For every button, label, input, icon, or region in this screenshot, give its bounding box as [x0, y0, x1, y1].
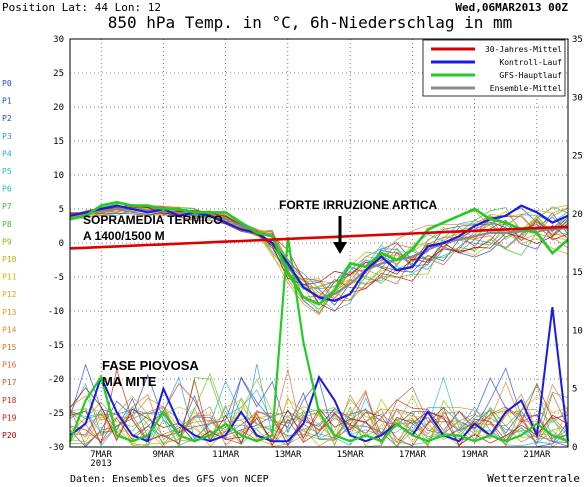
- member-label: P6: [2, 185, 12, 194]
- y-right-tick-label: 15: [572, 268, 583, 278]
- legend-label: 30-Jahres-Mittel: [485, 45, 562, 54]
- x-tick-label: 11MAR: [212, 450, 240, 460]
- y-left-tick-label: 20: [53, 103, 64, 113]
- main-series: [68, 200, 569, 443]
- legend: 30-Jahres-Mittel Kontroll-Lauf GFS-Hauptla…: [422, 39, 566, 97]
- y-left-tick-label: 25: [53, 69, 64, 79]
- y-left-tick-label: -10: [48, 307, 64, 317]
- x-tick-label: 13MAR: [274, 450, 302, 460]
- member-temp-line: [69, 207, 569, 302]
- member-label: P2: [2, 114, 12, 123]
- legend-label: Kontroll-Lauf: [499, 58, 562, 67]
- member-label: P11: [2, 273, 17, 282]
- gfs-temp-line: [69, 200, 569, 306]
- plot-frame: [69, 38, 569, 448]
- y-right-tick-label: 10: [572, 326, 583, 336]
- member-precip-line: [69, 386, 569, 447]
- x-tick-label: 19MAR: [461, 450, 489, 460]
- y-right-tick-label: 5: [572, 385, 577, 395]
- y-left-tick-label: -25: [48, 409, 64, 419]
- control-precip-line: [69, 306, 569, 443]
- member-label: P12: [2, 290, 17, 299]
- y-left-tick-label: 10: [53, 171, 64, 181]
- member-precip-line: [69, 376, 569, 447]
- data-source: Daten: Ensembles des GFS von NCEP: [70, 474, 269, 485]
- member-label: P13: [2, 308, 17, 317]
- legend-label: Ensemble-Mittel: [490, 84, 562, 93]
- member-label: P7: [2, 202, 12, 211]
- member-label: P15: [2, 343, 17, 352]
- chart-title: 850 hPa Temp. in °C, 6h-Niederschlag in …: [108, 13, 513, 32]
- y-left-tick-label: -15: [48, 341, 64, 351]
- run-date: Wed,06MAR2013 00Z: [455, 1, 568, 14]
- x-tick-label: 21MAR: [523, 450, 551, 460]
- climate-mean-line: [69, 225, 569, 250]
- member-label: P4: [2, 149, 12, 158]
- control-temp-line: [69, 204, 569, 302]
- annotation-rain-line1: FASE PIOVOSA: [102, 358, 199, 373]
- gfs-precip-line: [68, 237, 569, 443]
- member-precip-line: [69, 369, 569, 448]
- annotation-warm-line1: SOPRAMEDIA TERMICO: [83, 213, 223, 227]
- member-label: P3: [2, 132, 12, 141]
- y-right-tick-label: 20: [572, 210, 583, 220]
- annotation-warm-line2: A 1400/1500 M: [83, 229, 165, 243]
- member-label: P9: [2, 237, 12, 246]
- member-precip-line: [69, 383, 569, 444]
- member-precip-line: [69, 381, 569, 448]
- member-label: P0: [2, 79, 12, 88]
- y-left-tick-label: 30: [53, 35, 64, 45]
- y-right-tick-label: 30: [572, 93, 583, 103]
- member-temp-line: [69, 205, 569, 290]
- member-label: P8: [2, 220, 12, 229]
- member-label: P20: [2, 431, 17, 440]
- y-left-tick-label: -20: [48, 375, 64, 385]
- member-precip-line: [69, 395, 569, 448]
- x-tick-label: 17MAR: [399, 450, 427, 460]
- annotation-rain-line2: MA MITE: [102, 374, 157, 389]
- y-left-tick-label: -30: [48, 443, 64, 453]
- y-left-tick-label: -5: [53, 273, 64, 283]
- member-label: P10: [2, 255, 17, 264]
- y-right-tick-label: 35: [572, 35, 583, 45]
- member-temp-line: [69, 204, 569, 286]
- y-right-tick-label: 25: [572, 152, 583, 162]
- position-label: Position Lat: 44 Lon: 12: [2, 1, 161, 14]
- member-label: P1: [2, 97, 12, 106]
- member-labels: P0 P1 P2 P3 P4 P5 P6 P7 P8 P9 P10 P11 P12 P13 P14 P15 P1…: [2, 79, 17, 440]
- member-label: P16: [2, 361, 17, 370]
- x-tick-label: 15MAR: [337, 450, 365, 460]
- y-left-tick-label: 15: [53, 137, 64, 147]
- y-right-tick-label: 0: [572, 443, 577, 453]
- x-tick-label: 9MAR: [153, 450, 175, 460]
- member-label: P18: [2, 396, 17, 405]
- member-label: P5: [2, 167, 12, 176]
- annotation-cold: FORTE IRRUZIONE ARTICA: [279, 198, 438, 212]
- member-label: P17: [2, 378, 17, 387]
- member-precip-line: [69, 396, 569, 448]
- x-tick-label: 2013: [90, 459, 112, 469]
- y-left-tick-label: 0: [59, 239, 64, 249]
- member-label: P14: [2, 325, 17, 334]
- axes: 30 25 20 15 10 5 0 -5 -10 -15 -20 -25 -30 35 30 25 20 15 1…: [48, 35, 583, 469]
- brand: Wetterzentrale: [487, 472, 580, 485]
- arrow-icon: [333, 216, 347, 254]
- x-tick-label: 7MAR: [90, 450, 112, 460]
- y-left-tick-label: 5: [59, 205, 64, 215]
- legend-label: GFS-Hauptlauf: [499, 71, 562, 80]
- member-precip-line: [69, 367, 569, 448]
- member-label: P19: [2, 413, 17, 422]
